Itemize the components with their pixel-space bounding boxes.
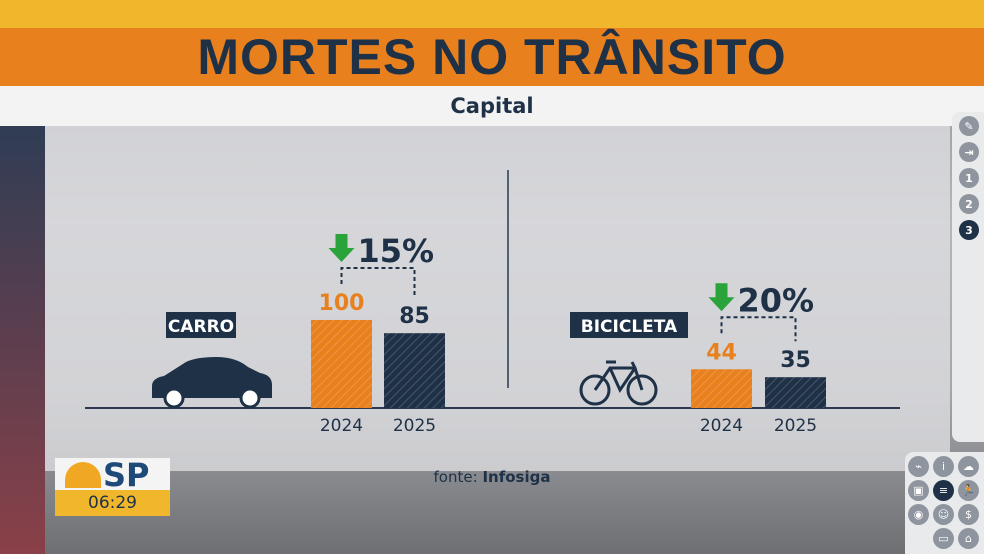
info-icon[interactable]: i	[933, 456, 954, 477]
side-button-3[interactable]: 3	[959, 220, 979, 240]
down-arrow-icon	[708, 283, 735, 312]
value-label: 35	[780, 348, 811, 373]
input-icon[interactable]: ⇥	[959, 142, 979, 162]
title-bar: MORTES NO TRÂNSITO	[0, 28, 984, 86]
year-label: 2024	[700, 416, 743, 436]
top-strip	[0, 0, 984, 28]
category-label: BICICLETA	[581, 317, 678, 337]
comparison-bracket	[720, 316, 797, 342]
list-icon[interactable]: ≡	[933, 480, 954, 501]
logo-text: SP	[103, 456, 150, 494]
year-label: 2024	[320, 416, 363, 436]
category-badge	[166, 312, 236, 338]
bar-hatch	[384, 333, 445, 408]
background-edge	[0, 125, 45, 554]
home-icon[interactable]: ⌂	[958, 528, 979, 549]
year-label: 2025	[393, 416, 436, 436]
source-note: fonte: Infosiga	[0, 468, 984, 486]
category-badge	[570, 312, 688, 338]
bar-hatch	[311, 320, 372, 408]
bicycle-wheel	[579, 374, 611, 406]
side-panel	[952, 112, 984, 442]
page-title: MORTES NO TRÂNSITO	[197, 29, 787, 85]
year-label: 2025	[774, 416, 817, 436]
dollar-icon[interactable]: $	[958, 504, 979, 525]
subtitle: Capital	[450, 94, 534, 118]
change-label: 20%	[738, 281, 815, 319]
bicycle-wheel	[626, 374, 658, 406]
chat-icon[interactable]: ▭	[933, 528, 954, 549]
comparison-bracket	[340, 267, 416, 298]
bus-icon[interactable]: ▣	[908, 480, 929, 501]
bicycle-icon	[593, 360, 644, 394]
theater-icon[interactable]: ☺	[933, 504, 954, 525]
satellite-icon[interactable]: ⌁	[908, 456, 929, 477]
car-icon	[152, 357, 272, 398]
side-button-1[interactable]: 1	[959, 168, 979, 188]
car-wheel	[239, 387, 261, 409]
subtitle-bar: Capital	[0, 86, 984, 126]
change-label: 15%	[358, 232, 435, 270]
source-name: Infosiga	[482, 468, 551, 486]
source-prefix: fonte:	[433, 468, 483, 486]
down-arrow-icon	[328, 234, 355, 262]
running-icon[interactable]: 🏃	[958, 480, 979, 501]
value-label: 44	[706, 340, 737, 365]
clock: 06:29	[55, 490, 170, 516]
value-label: 85	[399, 304, 430, 329]
value-label: 100	[319, 291, 365, 316]
car-wheel	[163, 387, 185, 409]
chart-panel	[45, 126, 950, 471]
category-label: CARRO	[168, 317, 234, 337]
camera-icon[interactable]: ◉	[908, 504, 929, 525]
cloud-icon[interactable]: ☁	[958, 456, 979, 477]
bar-hatch	[691, 369, 752, 408]
sun-icon	[65, 462, 101, 488]
icon-grid: ⌁ i ☁ ▣ ≡ 🏃 ◉ ☺ $ ▭ ⌂	[905, 452, 984, 554]
side-button-2[interactable]: 2	[959, 194, 979, 214]
bar-hatch	[765, 377, 826, 408]
pencil-icon[interactable]: ✎	[959, 116, 979, 136]
